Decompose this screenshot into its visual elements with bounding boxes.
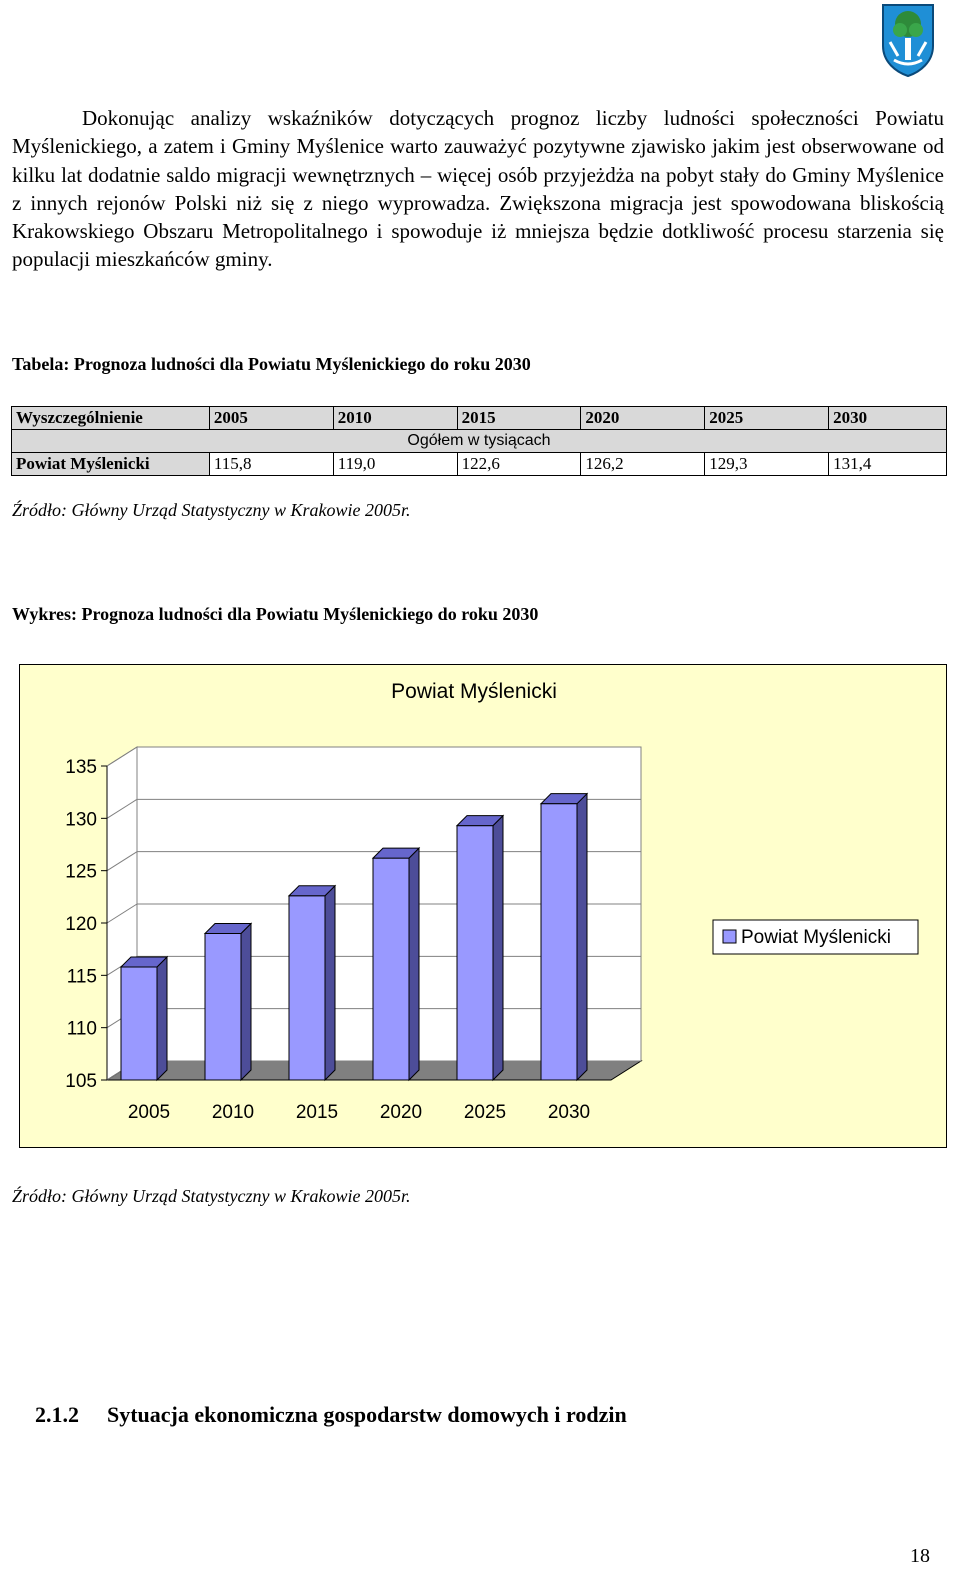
bar-top bbox=[371, 847, 421, 859]
population-chart: 105 110 115 120 125 130 135 2005 2010 2015 2020 202… bbox=[19, 664, 947, 1148]
legend-swatch bbox=[722, 929, 737, 944]
bar-top bbox=[539, 793, 589, 805]
x-tick-label: 2030 bbox=[548, 1102, 590, 1123]
y-tick-label: 115 bbox=[67, 966, 97, 987]
bar-side bbox=[240, 922, 252, 1082]
table-header-cell: 2005 bbox=[208, 406, 334, 430]
section-heading: 2.1.2 Sytuacja ekonomiczna gospodarstw do… bbox=[35, 1402, 627, 1428]
y-tick-label: 135 bbox=[65, 757, 97, 778]
bar-top bbox=[119, 956, 169, 968]
table-header-cell: 2025 bbox=[704, 406, 830, 430]
x-tick-label: 2025 bbox=[464, 1102, 506, 1123]
table-cell: 122,6 bbox=[456, 452, 582, 476]
table-subheader: Ogółem w tysiącach bbox=[11, 429, 947, 453]
bar bbox=[540, 803, 578, 1081]
bar-side bbox=[492, 814, 504, 1082]
chart-caption: Wykres: Prognoza ludności dla Powiatu My… bbox=[12, 604, 539, 624]
y-tick-label: 125 bbox=[65, 862, 97, 883]
bar-side bbox=[576, 792, 588, 1082]
y-tick-label: 130 bbox=[65, 809, 97, 830]
table-header-cell: 2030 bbox=[828, 406, 947, 430]
bar-top bbox=[287, 885, 337, 897]
chart-gridline-side bbox=[106, 746, 138, 767]
chart-gridline-side bbox=[106, 903, 138, 924]
bar-side bbox=[156, 955, 168, 1082]
bar-top bbox=[455, 815, 505, 827]
table-cell: 115,8 bbox=[208, 452, 334, 476]
x-tick-label: 2020 bbox=[380, 1102, 422, 1123]
y-tick-label: 105 bbox=[65, 1071, 97, 1092]
table-header-cell: Wyszczególnienie bbox=[11, 406, 210, 430]
table-caption: Tabela: Prognoza ludności dla Powiatu My… bbox=[12, 354, 531, 374]
bar bbox=[456, 825, 494, 1081]
table-subheader-row: Ogółem w tysiącach bbox=[11, 429, 947, 453]
chart-title: Powiat Myślenicki bbox=[391, 680, 557, 703]
table-cell: 126,2 bbox=[580, 452, 706, 476]
body-paragraph: Dokonując analizy wskaźników dotyczących… bbox=[12, 104, 944, 274]
y-tick-label: 110 bbox=[67, 1019, 97, 1040]
bar bbox=[372, 857, 410, 1081]
population-table: Wyszczególnienie 2005 2010 2015 2020 202… bbox=[11, 406, 947, 476]
table-row: Powiat Myślenicki 115,8 119,0 122,6 126,… bbox=[11, 452, 947, 476]
y-tick-label: 120 bbox=[65, 914, 97, 935]
coat-of-arms-icon bbox=[882, 4, 934, 78]
chart-legend bbox=[712, 919, 919, 955]
table-cell: 129,3 bbox=[704, 452, 830, 476]
table-header-row: Wyszczególnienie 2005 2010 2015 2020 202… bbox=[11, 406, 947, 430]
section-title: Sytuacja ekonomiczna gospodarstw domowyc… bbox=[107, 1402, 627, 1427]
x-tick-label: 2005 bbox=[128, 1102, 170, 1123]
table-cell: 131,4 bbox=[828, 452, 947, 476]
table-header-cell: 2010 bbox=[332, 406, 458, 430]
bar-top bbox=[203, 922, 253, 934]
bar bbox=[204, 932, 242, 1081]
table-row-label: Powiat Myślenicki bbox=[11, 452, 210, 476]
table-header-cell: 2020 bbox=[580, 406, 706, 430]
bar bbox=[288, 895, 326, 1081]
table-header-cell: 2015 bbox=[456, 406, 582, 430]
bar-side bbox=[408, 846, 420, 1082]
bar-side bbox=[324, 884, 336, 1082]
page-number: 18 bbox=[910, 1545, 930, 1567]
x-tick-label: 2010 bbox=[212, 1102, 254, 1123]
x-tick-label: 2015 bbox=[296, 1102, 338, 1123]
chart-source: Źródło: Główny Urząd Statystyczny w Krak… bbox=[12, 1186, 411, 1206]
table-source: Źródło: Główny Urząd Statystyczny w Krak… bbox=[12, 500, 411, 520]
section-number: 2.1.2 bbox=[35, 1402, 79, 1427]
bar bbox=[120, 966, 158, 1081]
body-paragraph-text: Dokonując analizy wskaźników dotyczących… bbox=[12, 106, 944, 272]
chart-gridline-side bbox=[106, 798, 138, 819]
chart-gridline-side bbox=[106, 851, 138, 872]
legend-label: Powiat Myślenicki bbox=[741, 927, 891, 948]
table-cell: 119,0 bbox=[332, 452, 458, 476]
